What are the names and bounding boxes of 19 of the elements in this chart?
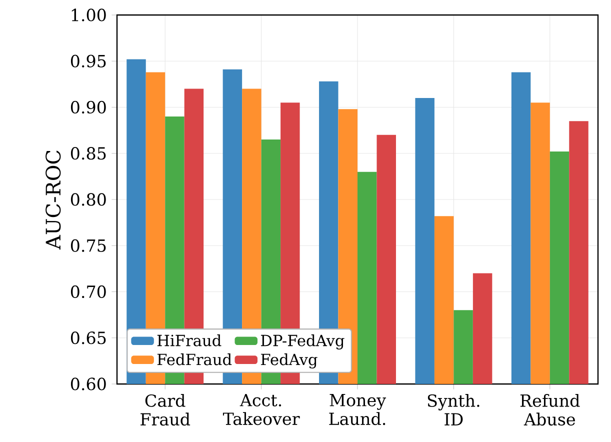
y-tick-label: 0.85 [70, 147, 106, 160]
x-tick-label: Refund Abuse [520, 394, 580, 426]
y-tick-label: 0.75 [70, 239, 106, 252]
y-axis-title: AUC-ROC [46, 150, 61, 250]
x-tick-label: Synth. ID [428, 394, 480, 426]
y-tick-label: 0.60 [70, 378, 106, 390]
x-tick-label: Money Laund. [329, 394, 386, 426]
y-tick-label: 0.95 [70, 54, 106, 68]
x-tick-label: Acct. Takeover [222, 394, 300, 426]
y-tick-label: 0.70 [70, 285, 106, 298]
y-tick-label: 0.90 [70, 100, 106, 114]
legend-label: FedAvg [261, 353, 318, 368]
y-tick-label: 0.65 [70, 332, 106, 344]
y-tick-label: 0.80 [70, 193, 106, 206]
legend-label: HiFraud [157, 334, 222, 346]
legend-label: DP-FedAvg [261, 334, 344, 350]
y-tick-label: 1.00 [72, 8, 106, 22]
x-tick-label: Card Fraud [140, 394, 190, 426]
legend-label: FedFraud [157, 353, 232, 366]
